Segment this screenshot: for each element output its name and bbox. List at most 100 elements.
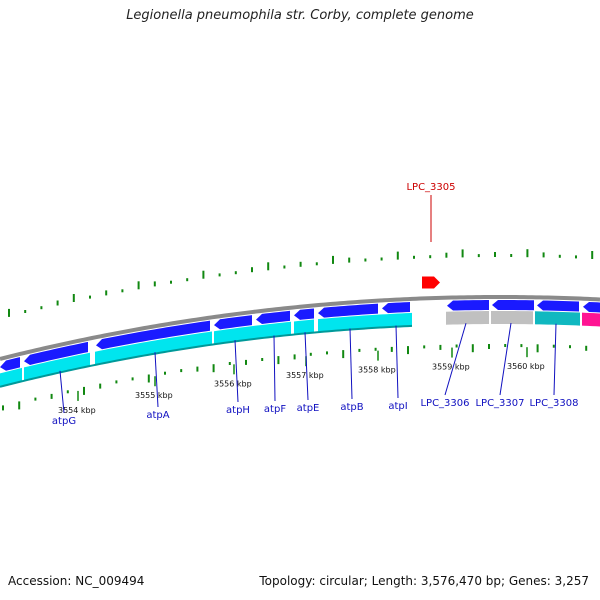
scale-label: 3558 kbp	[358, 366, 396, 375]
gc-bar-lower	[212, 364, 215, 373]
scale-label: 3559 kbp	[432, 363, 470, 372]
gc-bar-lower	[34, 397, 37, 401]
gc-bar	[510, 254, 513, 257]
gene-label-lpc_3307: LPC_3307	[475, 398, 524, 409]
gene-arrow[interactable]	[447, 300, 489, 311]
gene-arrow[interactable]	[318, 303, 378, 318]
gene-label-atpi: atpI	[388, 401, 407, 412]
topology-text: Topology: circular; Length: 3,576,470 bp…	[259, 574, 589, 588]
gc-bar	[56, 300, 59, 306]
cds-segment	[535, 311, 580, 326]
gc-bar-lower	[536, 344, 539, 353]
scale-label: 3560 kbp	[507, 362, 545, 371]
gc-bar	[40, 306, 43, 310]
gc-bar-lower	[488, 344, 490, 349]
cds-edge	[0, 324, 413, 388]
gc-bar-lower	[342, 350, 345, 359]
gene-arrow[interactable]	[583, 301, 600, 313]
gc-bar	[72, 294, 75, 302]
gene-label-atph: atpH	[226, 405, 250, 416]
leader-line	[304, 332, 309, 401]
gc-bar-lower	[228, 362, 231, 365]
gc-bar-lower	[147, 374, 150, 383]
gc-bar	[315, 262, 318, 266]
scale-label: 3554 kbp	[58, 406, 96, 415]
gene-label-atpg: atpG	[52, 416, 76, 427]
gc-bar	[477, 254, 480, 258]
lpc-3305-marker[interactable]	[422, 276, 440, 289]
gc-bar	[299, 261, 302, 267]
gc-bar-lower	[115, 380, 118, 384]
gc-bar	[461, 249, 464, 258]
gene-arrow[interactable]	[24, 341, 88, 365]
gc-bar-lower	[164, 371, 166, 375]
gc-bar	[8, 308, 10, 317]
map-title: Legionella pneumophila str. Corby, compl…	[126, 8, 474, 23]
gc-bar-lower	[293, 354, 296, 360]
cds-segment	[582, 312, 600, 327]
gene-track[interactable]	[0, 276, 600, 371]
gene-labels: atpG atpA atpH atpF atpE atpB atpI LPC_3306 LPC_…	[52, 182, 579, 427]
cds-segment	[214, 321, 291, 345]
accession-text: Accession: NC_009494	[8, 574, 145, 588]
gc-bar	[380, 257, 383, 261]
gene-arrow[interactable]	[256, 310, 290, 324]
gene-arrow[interactable]	[214, 315, 252, 330]
gc-bar-lower	[423, 345, 426, 349]
gc-bar-lower	[99, 383, 102, 389]
gc-bar-lower	[471, 344, 474, 353]
gc-bar	[153, 281, 156, 287]
cds-track	[0, 311, 600, 388]
gc-bar-lower	[439, 344, 442, 350]
gc-bar-lower	[552, 344, 555, 348]
backbone-line	[0, 295, 600, 361]
gc-bar	[558, 254, 561, 258]
gene-arrow[interactable]	[0, 357, 20, 371]
gc-bar	[170, 280, 172, 284]
leader-line	[349, 328, 353, 400]
gc-bar-lower	[585, 345, 588, 351]
gc-bar	[218, 273, 221, 277]
gc-bar-lower	[374, 347, 377, 351]
gc-bar	[429, 255, 432, 259]
leader-line	[553, 323, 557, 396]
cds-segment	[491, 311, 533, 325]
gene-arrow[interactable]	[294, 308, 314, 320]
scale-label: 3556 kbp	[214, 379, 252, 388]
gc-bar	[494, 252, 496, 257]
gene-arrow[interactable]	[96, 320, 210, 350]
gc-bar-lower	[326, 351, 328, 355]
gc-bar-lower	[131, 377, 134, 381]
gc-bar	[542, 252, 545, 258]
gene-arrow[interactable]	[492, 300, 534, 311]
gc-bar	[591, 251, 594, 259]
gene-label-lpc_3306: LPC_3306	[420, 398, 469, 409]
gene-label-lpc-3305: LPC_3305	[406, 182, 455, 193]
gc-bar-lower	[504, 344, 507, 347]
gene-arrow[interactable]	[382, 301, 410, 314]
gc-bar	[24, 310, 27, 313]
cds-segment	[95, 331, 212, 365]
gc-bar	[89, 295, 91, 299]
scale-ticks: 3554 kbp 3555 kbp 3556 kbp 3557 kbp 3558 kbp…	[58, 347, 545, 415]
gene-arrow[interactable]	[537, 300, 579, 312]
gc-bar	[526, 249, 529, 258]
gc-bar	[202, 270, 205, 279]
leader-line	[499, 322, 512, 396]
gc-bar-lower	[66, 390, 69, 394]
backbone	[0, 295, 600, 361]
gc-bar	[105, 290, 108, 296]
scale-label: 3555 kbp	[135, 391, 173, 400]
gc-bar	[332, 255, 334, 264]
leader-line	[273, 335, 276, 402]
gc-bar-lower	[261, 358, 264, 361]
gc-bar-lower	[245, 359, 247, 365]
leader-line	[154, 352, 159, 408]
gc-bar	[267, 262, 270, 271]
gene-label-atpf: atpF	[264, 404, 286, 415]
gc-bar	[396, 251, 399, 260]
gc-bar-lower	[390, 346, 393, 352]
cds-segment	[294, 319, 314, 335]
leader-line	[59, 370, 65, 414]
